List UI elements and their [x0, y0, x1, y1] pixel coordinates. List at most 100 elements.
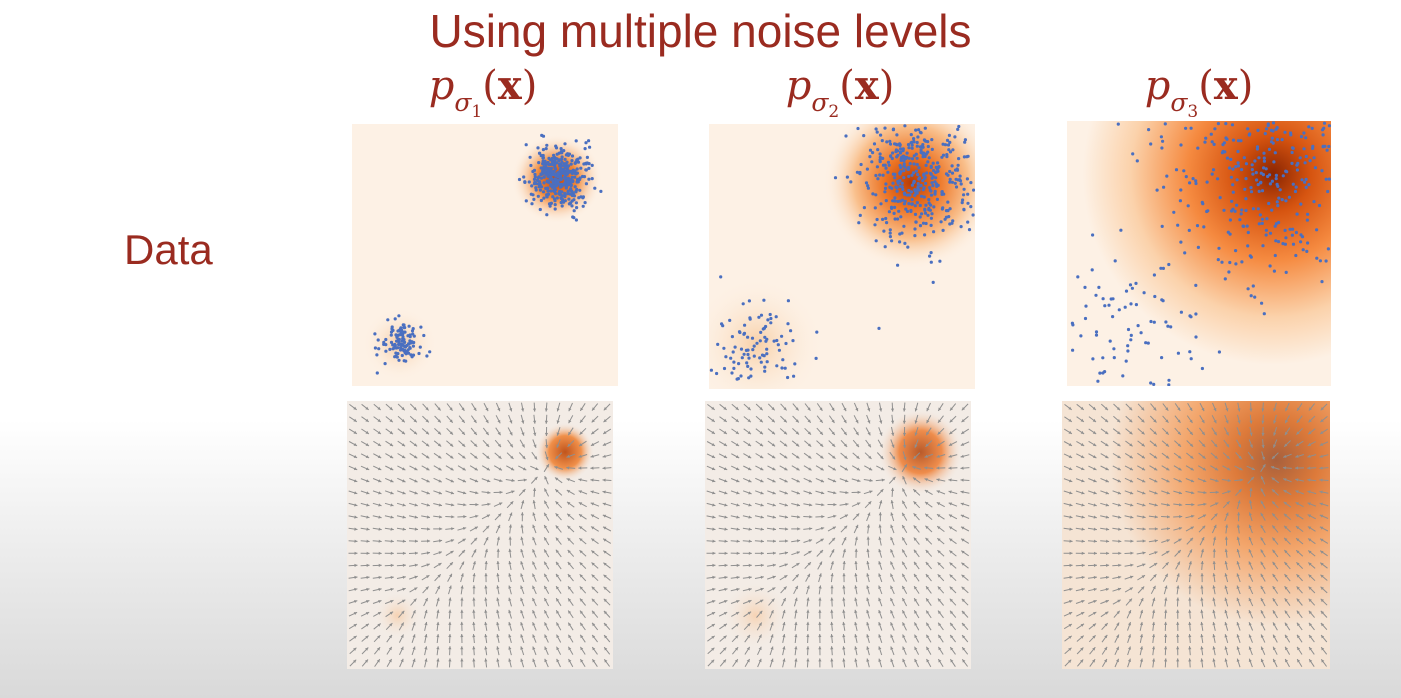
score-arrow-head	[390, 503, 394, 507]
score-arrow-head	[1296, 622, 1300, 627]
score-arrow-head	[544, 512, 548, 517]
score-arrow-head	[1117, 431, 1121, 435]
score-arrow-head	[603, 419, 607, 423]
sample-point	[893, 196, 897, 200]
score-arrow-head	[1141, 431, 1145, 435]
score-arrow-head	[424, 598, 428, 602]
score-arrow-head	[890, 573, 894, 577]
score-arrow-head	[568, 419, 572, 424]
score-arrow-head	[855, 431, 859, 436]
score-arrow-head	[1189, 549, 1192, 553]
score-arrow-head	[748, 600, 752, 603]
score-arrow-head	[604, 635, 608, 639]
sample-point	[408, 335, 412, 339]
sample-point	[721, 324, 725, 328]
score-arrow-head	[1129, 443, 1133, 447]
score-arrow-head	[1117, 443, 1121, 447]
sample-point	[560, 197, 564, 201]
score-arrow-head	[1320, 574, 1324, 578]
sample-point	[560, 155, 564, 159]
sample-point	[536, 146, 540, 150]
score-arrow-head	[808, 479, 812, 483]
score-arrow-head	[866, 524, 870, 528]
score-arrow-head	[842, 621, 846, 626]
sample-point	[1097, 285, 1101, 289]
score-arrow-head	[413, 419, 417, 423]
score-arrow-head	[938, 419, 942, 423]
score-arrow-head	[795, 574, 799, 578]
score-arrow-head	[496, 561, 500, 565]
sample-point	[951, 148, 955, 152]
score-arrow-head	[878, 585, 882, 589]
score-arrow-head	[960, 454, 964, 458]
score-arrow-head	[568, 646, 572, 651]
sample-point	[1327, 124, 1331, 128]
sample-point	[1159, 266, 1163, 270]
sample-point	[1152, 320, 1156, 324]
sample-point	[1228, 218, 1232, 222]
score-arrow-head	[1117, 455, 1121, 459]
sample-point	[1322, 121, 1327, 125]
sample-point	[929, 165, 933, 169]
score-arrow-head	[449, 431, 453, 435]
sample-point	[715, 371, 719, 376]
sample-point	[1275, 138, 1280, 142]
score-arrow-head	[711, 624, 715, 627]
score-arrow-head	[842, 597, 846, 601]
score-arrow-head	[890, 549, 894, 553]
score-arrow-head	[353, 443, 357, 446]
sample-point	[393, 355, 397, 359]
score-arrow-head	[520, 610, 524, 614]
score-arrow-head	[544, 500, 548, 504]
sample-point	[599, 189, 603, 193]
score-arrows	[706, 402, 970, 668]
score-arrow-head	[520, 536, 524, 540]
score-arrow-head	[821, 503, 825, 507]
score-arrow-head	[462, 467, 466, 471]
score-arrow-head	[1117, 491, 1121, 495]
sample-point	[1262, 159, 1266, 163]
score-arrow-head	[1215, 490, 1219, 494]
score-arrow-head	[366, 539, 370, 543]
score-arrow-head	[796, 491, 800, 495]
score-arrow-head	[437, 443, 442, 447]
score-arrow-head	[532, 622, 536, 626]
sample-point	[929, 223, 933, 227]
score-arrow-head	[544, 622, 548, 626]
score-arrow-head	[402, 467, 406, 471]
score-arrow-head	[521, 420, 525, 424]
score-arrow-head	[532, 487, 537, 491]
score-arrow-head	[1212, 622, 1216, 626]
sample-point	[940, 155, 944, 159]
score-arrow-head	[1296, 419, 1300, 423]
score-arrow-head	[1201, 419, 1205, 424]
score-arrow-head	[556, 420, 560, 424]
sample-point	[570, 154, 575, 158]
score-arrow-head	[1248, 536, 1252, 541]
score-arrow-head	[354, 515, 358, 519]
score-arrow-head	[580, 610, 584, 614]
score-arrow-head	[890, 585, 894, 590]
score-arrow-head	[1080, 659, 1084, 663]
sample-point	[881, 163, 886, 167]
score-arrow-head	[747, 431, 751, 435]
score-arrow-head	[1203, 502, 1207, 506]
score-arrow-head	[378, 600, 382, 603]
score-arrow-head	[484, 548, 488, 553]
score-arrow-head	[1069, 539, 1073, 543]
sample-point	[1236, 139, 1241, 143]
sample-point	[814, 356, 818, 360]
score-arrow-head	[1081, 491, 1085, 495]
score-arrow-head	[924, 490, 929, 493]
sample-point	[1300, 178, 1304, 182]
score-arrow-head	[556, 573, 560, 578]
score-arrow-head	[1081, 551, 1085, 555]
sample-point	[565, 160, 569, 164]
sample-point	[541, 190, 546, 194]
sample-point	[1304, 177, 1308, 181]
score-arrow-head	[1236, 610, 1240, 614]
sample-point	[1256, 128, 1260, 132]
score-arrow-head	[796, 455, 800, 459]
score-arrow-head	[578, 466, 582, 470]
score-arrow-head	[842, 548, 846, 553]
